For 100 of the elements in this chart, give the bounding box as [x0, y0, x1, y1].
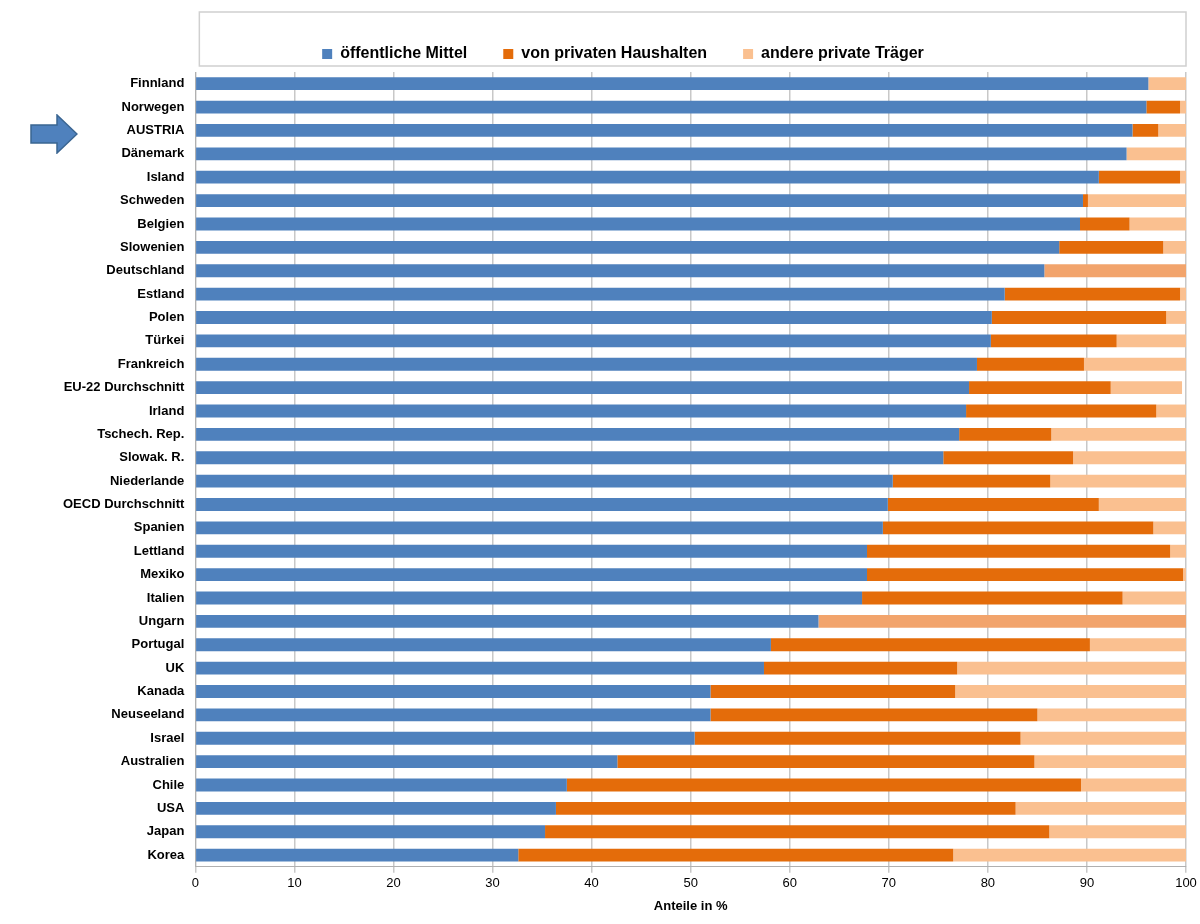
bar	[1153, 521, 1186, 535]
y-tick-label: Schweden	[120, 192, 185, 208]
bar	[976, 357, 1084, 371]
bar	[196, 264, 1045, 278]
bar	[887, 498, 1099, 511]
y-tick-label: Frankreich	[117, 355, 185, 371]
bar	[1049, 825, 1186, 839]
bar	[196, 427, 960, 441]
bar	[959, 427, 1052, 441]
x-tick-label: 0	[191, 875, 199, 891]
bar	[196, 755, 618, 769]
bar	[196, 194, 1083, 207]
bar	[1166, 311, 1186, 324]
bar	[566, 778, 1081, 792]
bar	[957, 661, 1186, 675]
y-tick-label: Belgien	[137, 215, 185, 231]
bar	[196, 521, 883, 535]
bar	[955, 685, 1186, 698]
y-tick-label: UK	[165, 659, 185, 675]
bar	[1034, 755, 1186, 769]
bar	[196, 311, 992, 324]
bar	[1129, 217, 1186, 231]
bar	[1004, 287, 1181, 301]
bar	[943, 451, 1074, 465]
bar	[818, 614, 1186, 628]
bar	[196, 217, 1080, 231]
bar	[196, 825, 546, 839]
bar	[196, 334, 991, 348]
bar	[1110, 381, 1183, 395]
x-tick-label: 50	[683, 875, 698, 891]
bar	[991, 311, 1167, 324]
bar	[196, 287, 1005, 301]
bar	[196, 498, 888, 511]
bar	[196, 568, 868, 582]
x-tick-label: 70	[881, 875, 897, 891]
bar	[1037, 708, 1186, 722]
bar	[1044, 264, 1186, 278]
bar	[710, 685, 956, 698]
bar	[1051, 427, 1186, 441]
bar	[1087, 194, 1186, 207]
x-tick-label: 60	[782, 875, 797, 891]
bar	[867, 544, 1171, 558]
bar	[196, 661, 764, 675]
legend-label: andere private Träger	[761, 44, 924, 62]
x-tick-label: 10	[287, 875, 302, 891]
bar	[882, 521, 1154, 535]
y-tick-label: Slowenien	[120, 238, 185, 254]
bar	[196, 124, 1133, 137]
bar	[1163, 240, 1186, 254]
bar	[196, 474, 893, 488]
x-tick-label: 100	[1175, 875, 1197, 891]
legend-label: von privaten Haushalten	[521, 44, 708, 62]
bar	[1180, 287, 1186, 301]
y-tick-label: OECD Durchschnitt	[63, 496, 186, 512]
bar	[196, 77, 1149, 91]
bar	[1089, 638, 1186, 652]
bar	[196, 685, 711, 698]
bar	[196, 240, 1060, 254]
bar	[196, 638, 771, 652]
bar	[196, 404, 967, 418]
bar	[1180, 170, 1186, 184]
y-tick-label: Niederlande	[109, 472, 185, 488]
bar	[1170, 544, 1186, 558]
bar	[196, 357, 977, 371]
y-tick-label: Irland	[148, 402, 185, 418]
bar	[867, 568, 1184, 582]
bar	[1180, 100, 1186, 114]
bar	[710, 708, 1038, 722]
bar	[763, 661, 958, 675]
y-tick-label: Chile	[152, 776, 185, 792]
x-tick-label: 20	[386, 875, 401, 891]
bar	[966, 404, 1157, 418]
bar	[617, 755, 1035, 769]
bar	[196, 381, 970, 395]
bar	[1156, 404, 1186, 418]
bar	[953, 848, 1186, 862]
y-tick-label: Italien	[146, 589, 185, 605]
y-tick-label: Japan	[146, 823, 185, 839]
bar	[1050, 474, 1186, 488]
bar	[555, 801, 1016, 815]
y-tick-label: Korea	[147, 846, 186, 862]
bar	[770, 638, 1090, 652]
bar	[1158, 124, 1186, 137]
y-tick-label: Mexiko	[140, 566, 185, 582]
bar	[892, 474, 1051, 488]
y-tick-label: Türkei	[145, 332, 185, 348]
bar	[1126, 147, 1186, 161]
y-tick-label: Dänemark	[121, 145, 186, 161]
bar	[196, 778, 567, 792]
x-tick-label: 80	[980, 875, 996, 891]
bar	[196, 147, 1127, 161]
bar	[196, 451, 944, 465]
y-tick-label: Norwegen	[121, 98, 185, 114]
y-tick-label: Estland	[137, 285, 185, 301]
x-axis-title: Anteile in %	[653, 897, 728, 913]
x-tick-label: 90	[1079, 875, 1095, 891]
y-tick-label: Lettland	[133, 542, 185, 558]
legend-label: öffentliche Mittel	[340, 44, 468, 62]
bar	[1080, 778, 1186, 792]
bar	[196, 544, 868, 558]
